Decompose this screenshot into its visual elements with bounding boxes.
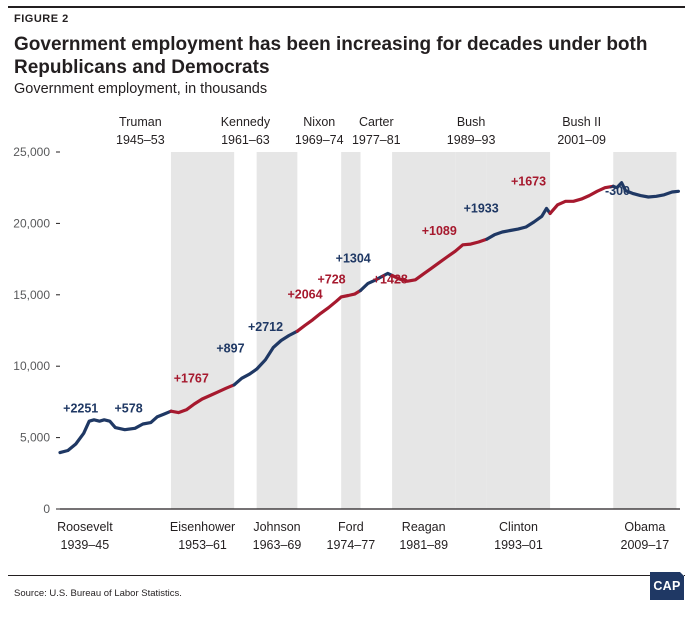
series-line-republican-3 bbox=[295, 288, 363, 333]
change-label: -300 bbox=[605, 184, 630, 198]
cap-logo-corner bbox=[680, 572, 684, 576]
presidency-band-eisenhower bbox=[170, 152, 235, 509]
change-label: +728 bbox=[317, 272, 345, 286]
presidency-band-obama bbox=[613, 152, 677, 509]
president-years-roosevelt: 1939–45 bbox=[61, 538, 110, 552]
chart-title: Government employment has been increasin… bbox=[14, 34, 648, 78]
president-years-johnson: 1963–69 bbox=[253, 538, 302, 552]
president-name-nixon: Nixon bbox=[303, 115, 335, 129]
y-tick-label: 10,000 bbox=[13, 359, 50, 373]
president-years-bush-ii: 2001–09 bbox=[557, 133, 606, 147]
presidency-band-johnson bbox=[256, 152, 298, 509]
series-line-democrat-4 bbox=[358, 271, 394, 293]
change-label: +578 bbox=[114, 402, 142, 416]
president-years-bush: 1989–93 bbox=[447, 133, 496, 147]
president-years-eisenhower: 1953–61 bbox=[178, 538, 227, 552]
chart-subtitle: Government employment, in thousands bbox=[14, 81, 268, 97]
change-label: +897 bbox=[216, 342, 244, 356]
y-tick-label: 15,000 bbox=[13, 288, 50, 302]
president-name-obama: Obama bbox=[624, 520, 665, 534]
president-name-bush-ii: Bush II bbox=[562, 115, 601, 129]
y-tick-label: 20,000 bbox=[13, 216, 50, 230]
change-label: +2251 bbox=[63, 402, 98, 416]
y-axis: 0 5,000 10,000 15,000 20,000 25,000 bbox=[13, 145, 680, 516]
president-name-truman: Truman bbox=[119, 115, 162, 129]
y-tick-label: 5,000 bbox=[20, 431, 50, 445]
top-rule bbox=[8, 6, 685, 8]
figure-label: FIGURE 2 bbox=[14, 13, 69, 25]
series-line-republican-7 bbox=[548, 184, 615, 215]
president-years-reagan: 1981–89 bbox=[399, 538, 448, 552]
shading-layer bbox=[170, 152, 677, 509]
president-years-nixon: 1969–74 bbox=[295, 133, 344, 147]
presidency-band-clinton bbox=[486, 152, 551, 509]
change-label: +2712 bbox=[248, 320, 283, 334]
change-label: +1089 bbox=[422, 224, 457, 238]
presidency-label-layer: Roosevelt 1939–45 Truman 1945–53 Eisenhower 1… bbox=[57, 115, 669, 552]
president-name-reagan: Reagan bbox=[402, 520, 446, 534]
presidency-band-bush bbox=[455, 152, 487, 509]
y-tick-label: 0 bbox=[43, 502, 50, 516]
change-label: +1767 bbox=[174, 372, 209, 386]
source-note: Source: U.S. Bureau of Labor Statistics. bbox=[14, 588, 182, 599]
president-name-carter: Carter bbox=[359, 115, 394, 129]
change-label: +1933 bbox=[464, 202, 499, 216]
series-line-democrat-8 bbox=[611, 181, 680, 199]
change-label: +2064 bbox=[287, 287, 322, 301]
change-label-layer: +2251 +578 +1767 +897 +2712 +2064+728 +1304+14… bbox=[63, 175, 630, 416]
president-name-ford: Ford bbox=[338, 520, 364, 534]
president-name-clinton: Clinton bbox=[499, 520, 538, 534]
series-line-democrat-0 bbox=[58, 409, 173, 455]
president-years-carter: 1977–81 bbox=[352, 133, 401, 147]
president-name-roosevelt: Roosevelt bbox=[57, 520, 113, 534]
presidency-band-reagan bbox=[392, 152, 456, 509]
president-name-bush: Bush bbox=[457, 115, 486, 129]
series-layer bbox=[58, 181, 680, 455]
president-years-clinton: 1993–01 bbox=[494, 538, 543, 552]
president-name-johnson: Johnson bbox=[253, 520, 300, 534]
y-tick-label: 25,000 bbox=[13, 145, 50, 159]
presidency-band-ford bbox=[341, 152, 361, 509]
president-years-kennedy: 1961–63 bbox=[221, 133, 270, 147]
series-line-democrat-2 bbox=[232, 329, 299, 387]
series-line-republican-1 bbox=[169, 383, 236, 415]
president-name-kennedy: Kennedy bbox=[221, 115, 271, 129]
change-label: +1428 bbox=[373, 272, 408, 286]
change-label: +1304 bbox=[336, 252, 371, 266]
series-line-democrat-6 bbox=[485, 206, 552, 241]
president-name-eisenhower: Eisenhower bbox=[170, 520, 235, 534]
change-label: +1673 bbox=[511, 175, 546, 189]
bottom-rule bbox=[8, 575, 685, 576]
president-years-truman: 1945–53 bbox=[116, 133, 165, 147]
president-years-ford: 1974–77 bbox=[327, 538, 376, 552]
cap-logo: CAP bbox=[650, 572, 684, 600]
president-years-obama: 2009–17 bbox=[621, 538, 670, 552]
series-line-republican-5 bbox=[390, 237, 489, 283]
